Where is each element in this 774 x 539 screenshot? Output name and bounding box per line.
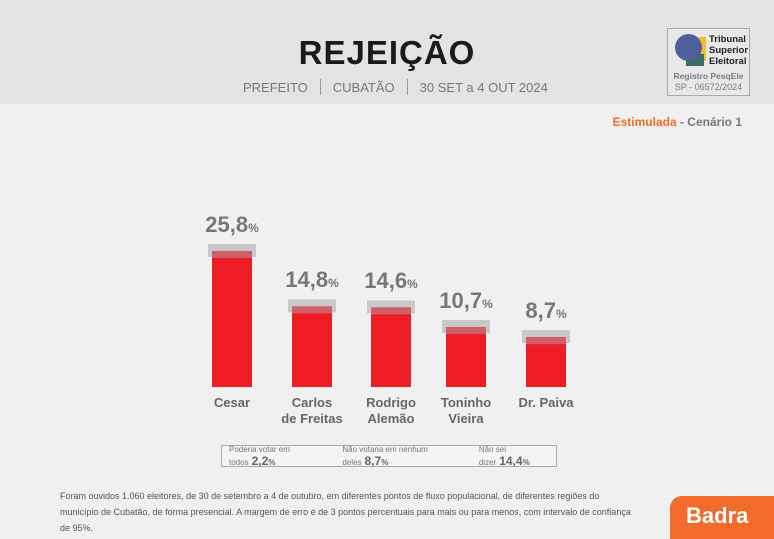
- registry-label: Registro PesqEle: [673, 71, 744, 81]
- value-label: 14,6%: [364, 268, 418, 294]
- tse-seal-icon: [675, 34, 702, 61]
- bar: [446, 327, 486, 387]
- header: REJEIÇÃO PREFEITO CUBATÃO 30 SET a 4 OUT…: [0, 0, 774, 104]
- bar-chart: [208, 243, 570, 387]
- value-label: 8,7%: [525, 298, 567, 324]
- divider: [319, 79, 321, 95]
- legend-item: Poderia votar em todos 2,2%: [229, 444, 290, 468]
- subtitle: PREFEITO CUBATÃO 30 SET a 4 OUT 2024: [243, 79, 548, 95]
- page-title: REJEIÇÃO: [298, 34, 476, 71]
- tse-name: Tribunal Superior Eleitoral: [709, 34, 749, 67]
- legend-item: Não votaria em nenhum deles 8,7%: [342, 444, 428, 468]
- methodology-note: Foram ouvidos 1.060 eleitores, de 30 de …: [60, 491, 631, 533]
- value-label: 14,8%: [285, 267, 339, 293]
- bar: [292, 306, 332, 387]
- date-range: 30 SET a 4 OUT 2024: [419, 79, 548, 95]
- legend-item: Não sei dizer 14,4%: [478, 444, 530, 468]
- category-label: Carlos de Freitas: [281, 395, 343, 426]
- category-label: Cesar: [213, 395, 251, 410]
- divider: [406, 79, 408, 95]
- office: PREFEITO: [243, 79, 308, 95]
- scenario-name: - Cenário 1: [676, 115, 742, 129]
- error-overlap: [212, 250, 252, 258]
- bar: [526, 337, 566, 387]
- scenario-type: Estimulada: [612, 115, 677, 129]
- legend-box: Poderia votar em todos 2,2% Não votaria e…: [221, 444, 557, 468]
- error-overlap: [371, 307, 411, 315]
- bar: [212, 250, 252, 387]
- city: CUBATÃO: [332, 79, 395, 95]
- value-label: 25,8%: [205, 211, 259, 237]
- registry-number: SP - 06572/2024: [674, 82, 743, 92]
- error-overlap: [446, 327, 486, 335]
- category-label: Dr. Paiva: [518, 395, 574, 410]
- scenario-label: Estimulada - Cenário 1: [613, 115, 742, 129]
- category-label: Rodrigo Alemão: [366, 395, 416, 426]
- value-label: 10,7%: [439, 288, 493, 314]
- tse-logo: Tribunal Superior Eleitoral Registro PesqE…: [667, 28, 750, 96]
- error-overlap: [292, 306, 332, 314]
- category-label: Toninho Vieira: [440, 395, 492, 426]
- bar: [371, 307, 411, 387]
- error-overlap: [526, 337, 566, 345]
- badra-logo: Badra: [670, 496, 774, 539]
